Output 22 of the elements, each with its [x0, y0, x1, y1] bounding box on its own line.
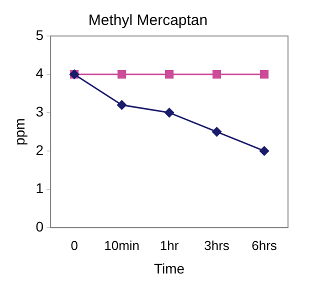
point	[118, 70, 126, 79]
point	[212, 70, 222, 79]
y-tick-label: 0	[36, 218, 44, 234]
y-tick-label: 4	[36, 65, 44, 82]
x-tick-label: 0	[70, 238, 78, 253]
x-tick-label: 6hrs	[252, 238, 278, 253]
y-tick-label: 3	[36, 104, 44, 120]
y-tick-label: 1	[36, 180, 44, 196]
chart-title: Methyl Mercaptan	[88, 12, 208, 30]
x-tick-label: 10min	[104, 238, 140, 253]
x-tick-label: 3hrs	[204, 238, 230, 253]
point	[164, 108, 174, 118]
y-tick-label: 2	[36, 142, 44, 158]
point	[212, 127, 222, 137]
x-axis-title: Time	[154, 260, 185, 276]
x-tick-label: 1hr	[160, 238, 180, 253]
point	[117, 100, 127, 110]
y-tick-label: 5	[36, 26, 44, 43]
point	[260, 70, 269, 79]
y-axis-title: ppm	[11, 118, 28, 146]
point	[165, 70, 174, 79]
point	[260, 146, 270, 156]
